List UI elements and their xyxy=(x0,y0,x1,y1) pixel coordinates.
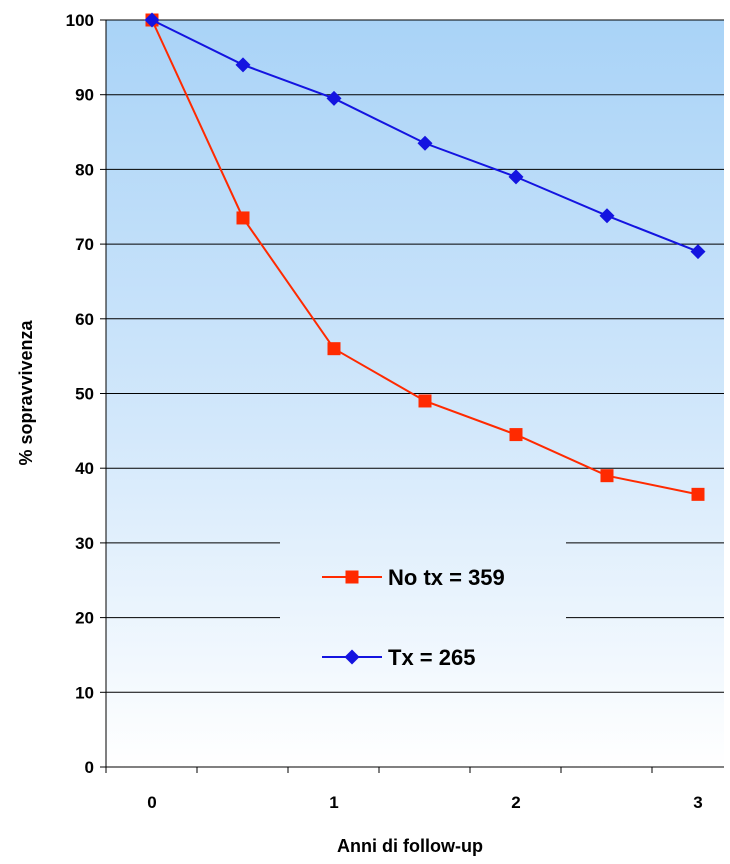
x-tick-label-3: 3 xyxy=(693,793,702,812)
x-axis-label: Anni di follow-up xyxy=(337,836,483,856)
gridlines xyxy=(106,19,724,693)
y-tick-label-100: 100 xyxy=(66,11,94,30)
series-0-point-1 xyxy=(236,211,250,225)
legend-marker-1 xyxy=(344,649,360,665)
y-tick-label-80: 80 xyxy=(75,160,94,179)
y-tick-label-90: 90 xyxy=(75,86,94,105)
y-tick-label-20: 20 xyxy=(75,609,94,628)
x-tick-label-1: 1 xyxy=(329,793,338,812)
series-1-point-3 xyxy=(417,135,433,151)
series-1-point-4 xyxy=(508,169,524,185)
series-1-point-6 xyxy=(690,244,706,260)
series xyxy=(144,12,706,501)
series-1-point-2 xyxy=(326,90,342,106)
series-0-point-3 xyxy=(418,394,432,408)
y-tick-label-70: 70 xyxy=(75,235,94,254)
y-tick-label-50: 50 xyxy=(75,385,94,404)
y-tick-label-30: 30 xyxy=(75,534,94,553)
legend-marker-0 xyxy=(345,570,359,584)
legend-label-1: Tx = 265 xyxy=(388,645,475,670)
series-1-point-1 xyxy=(235,57,251,73)
y-axis-label: % sopravvivenza xyxy=(16,319,36,465)
y-tick-label-60: 60 xyxy=(75,310,94,329)
series-1 xyxy=(144,12,706,260)
x-tick-label-0: 0 xyxy=(147,793,156,812)
series-1-point-5 xyxy=(599,208,615,224)
x-tick-label-2: 2 xyxy=(511,793,520,812)
series-0-point-4 xyxy=(509,428,523,442)
axes: 0 10 20 30 40 50 60 70 80 90 100 0 1 2 3 xyxy=(66,11,724,812)
legend: No tx = 359 Tx = 265 xyxy=(322,565,505,670)
series-0 xyxy=(145,13,705,501)
series-1-point-0 xyxy=(144,12,160,28)
y-tick-label-40: 40 xyxy=(75,459,94,478)
legend-label-0: No tx = 359 xyxy=(388,565,505,590)
y-tick-label-0: 0 xyxy=(85,758,94,777)
series-0-point-6 xyxy=(691,487,705,501)
series-0-point-5 xyxy=(600,469,614,483)
y-tick-label-10: 10 xyxy=(75,683,94,702)
series-0-point-2 xyxy=(327,342,341,356)
